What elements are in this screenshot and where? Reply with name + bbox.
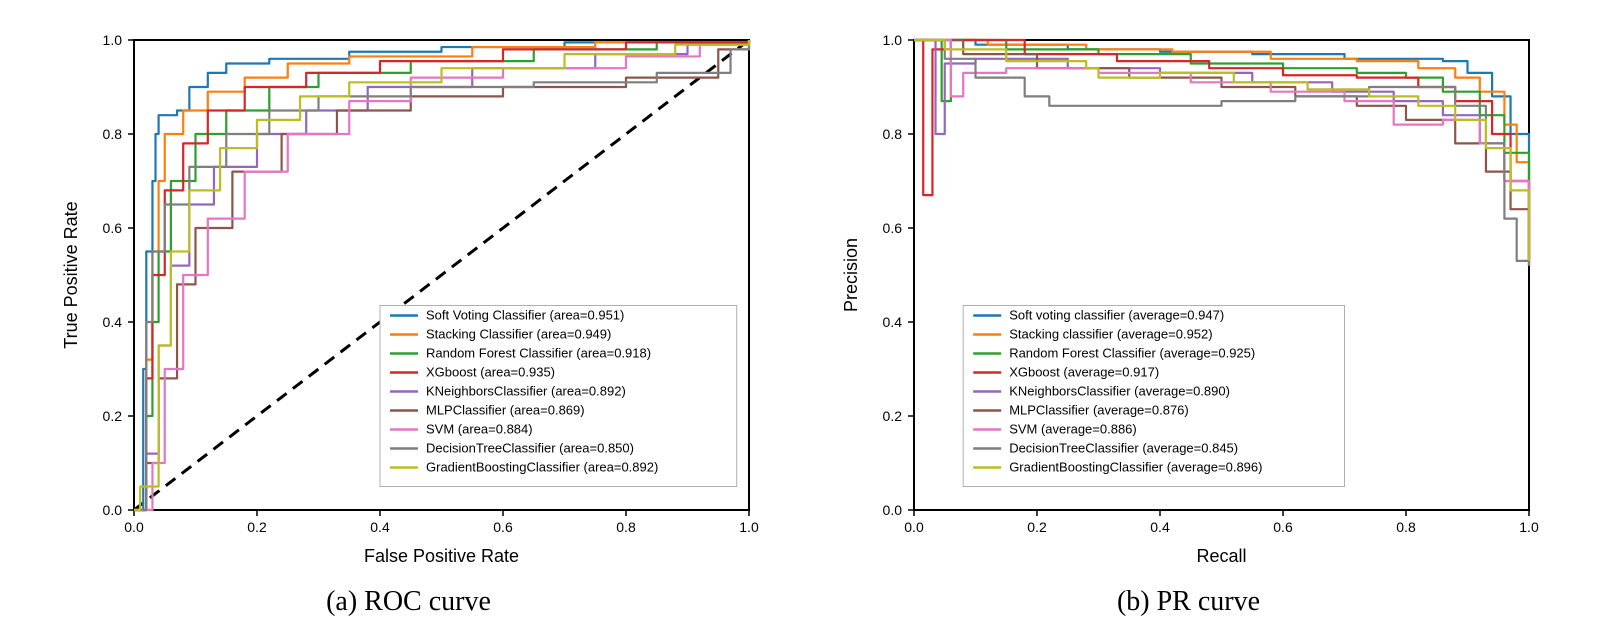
legend: Soft voting classifier (average=0.947) St… — [963, 306, 1344, 487]
legend-item: KNeighborsClassifier (average=0.890) — [1009, 384, 1230, 399]
legend: Soft Voting Classifier (area=0.951) Stack… — [380, 306, 737, 487]
svg-text:0.0: 0.0 — [102, 502, 122, 518]
figure-row: 0.0 0.2 0.4 0.6 0.8 1.0 0.0 0.2 0.4 0.6 0.8 1.0 Fals… — [20, 20, 1577, 618]
roc-panel: 0.0 0.2 0.4 0.6 0.8 1.0 0.0 0.2 0.4 0.6 0.8 1.0 Fals… — [49, 20, 769, 618]
svg-text:0.0: 0.0 — [124, 519, 144, 535]
pr-caption: (b) PR curve — [1117, 586, 1260, 618]
roc-chart: 0.0 0.2 0.4 0.6 0.8 1.0 0.0 0.2 0.4 0.6 0.8 1.0 Fals… — [49, 20, 769, 580]
legend-item: SVM (average=0.886) — [1009, 422, 1137, 437]
svg-text:1.0: 1.0 — [102, 32, 122, 48]
legend-item: KNeighborsClassifier (area=0.892) — [426, 384, 626, 399]
svg-text:False Positive Rate: False Positive Rate — [363, 546, 518, 566]
legend-item: XGboost (area=0.935) — [426, 365, 555, 380]
svg-text:0.2: 0.2 — [882, 408, 902, 424]
svg-text:0.4: 0.4 — [1150, 519, 1170, 535]
svg-text:0.8: 0.8 — [616, 519, 636, 535]
legend-item: GradientBoostingClassifier (average=0.89… — [1009, 460, 1262, 475]
svg-text:0.2: 0.2 — [247, 519, 267, 535]
svg-text:0.4: 0.4 — [370, 519, 390, 535]
svg-text:0.8: 0.8 — [1396, 519, 1416, 535]
legend-item: Soft Voting Classifier (area=0.951) — [426, 308, 624, 323]
svg-text:0.0: 0.0 — [904, 519, 924, 535]
legend-item: DecisionTreeClassifier (average=0.845) — [1009, 441, 1238, 456]
svg-text:0.6: 0.6 — [1273, 519, 1293, 535]
legend-item: DecisionTreeClassifier (area=0.850) — [426, 441, 634, 456]
legend-item: Soft voting classifier (average=0.947) — [1009, 308, 1224, 323]
svg-text:1.0: 1.0 — [882, 32, 902, 48]
roc-caption: (a) ROC curve — [326, 586, 491, 618]
svg-text:0.6: 0.6 — [102, 220, 122, 236]
legend-item: GradientBoostingClassifier (area=0.892) — [426, 460, 658, 475]
pr-chart: 0.0 0.2 0.4 0.6 0.8 1.0 0.0 0.2 0.4 0.6 0.8 1.0 Reca… — [829, 20, 1549, 580]
svg-text:0.4: 0.4 — [882, 314, 902, 330]
svg-text:0.2: 0.2 — [102, 408, 122, 424]
svg-text:1.0: 1.0 — [1519, 519, 1539, 535]
svg-text:0.4: 0.4 — [102, 314, 122, 330]
legend-item: XGboost (average=0.917) — [1009, 365, 1159, 380]
svg-text:0.6: 0.6 — [882, 220, 902, 236]
legend-item: Random Forest Classifier (area=0.918) — [426, 346, 651, 361]
svg-text:1.0: 1.0 — [739, 519, 759, 535]
legend-item: Random Forest Classifier (average=0.925) — [1009, 346, 1255, 361]
legend-item: MLPClassifier (area=0.869) — [426, 403, 585, 418]
svg-text:0.8: 0.8 — [882, 126, 902, 142]
svg-text:Recall: Recall — [1196, 546, 1246, 566]
svg-text:Precision: Precision — [841, 238, 861, 312]
pr-panel: 0.0 0.2 0.4 0.6 0.8 1.0 0.0 0.2 0.4 0.6 0.8 1.0 Reca… — [829, 20, 1549, 618]
svg-text:0.0: 0.0 — [882, 502, 902, 518]
svg-text:0.6: 0.6 — [493, 519, 513, 535]
legend-item: Stacking classifier (average=0.952) — [1009, 327, 1212, 342]
svg-text:0.2: 0.2 — [1027, 519, 1047, 535]
legend-item: MLPClassifier (average=0.876) — [1009, 403, 1189, 418]
svg-text:0.8: 0.8 — [102, 126, 122, 142]
svg-text:True Positive Rate: True Positive Rate — [61, 201, 81, 348]
legend-item: Stacking Classifier (area=0.949) — [426, 327, 611, 342]
legend-item: SVM (area=0.884) — [426, 422, 533, 437]
